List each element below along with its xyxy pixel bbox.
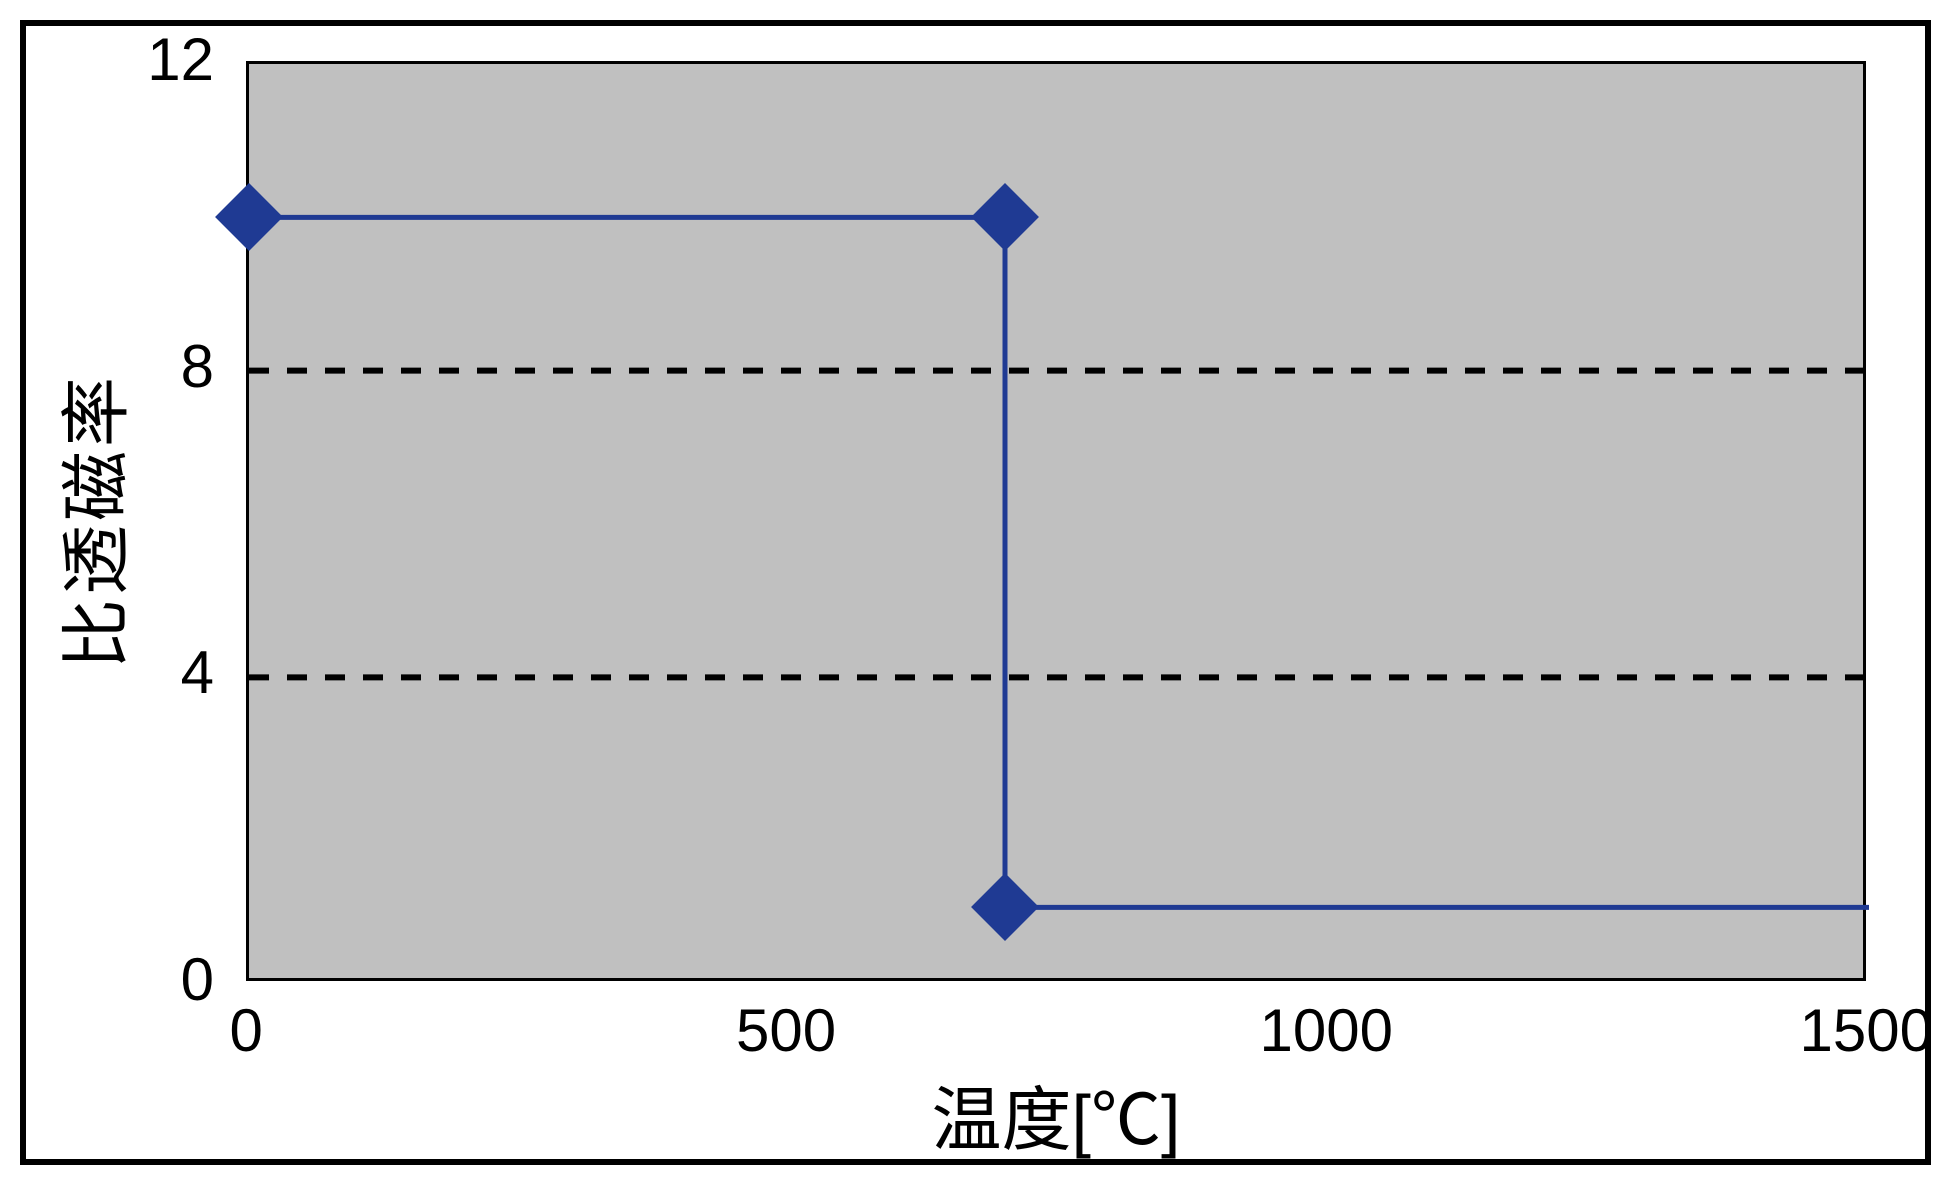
y-tick-label: 4	[181, 638, 214, 707]
x-tick-label: 500	[736, 996, 836, 1065]
plot-area	[246, 61, 1866, 981]
y-axis-label: 比透磁率	[41, 373, 142, 669]
plot-svg	[249, 64, 1869, 984]
x-tick-label: 1500	[1800, 996, 1933, 1065]
y-tick-label: 12	[147, 25, 214, 94]
y-tick-label: 8	[181, 332, 214, 401]
x-tick-label: 1000	[1260, 996, 1393, 1065]
x-tick-label: 0	[230, 996, 263, 1065]
y-tick-label: 0	[181, 945, 214, 1014]
chart-frame: 比透磁率 0 4 8 12 0 500 1000 1500 温度[℃]	[20, 20, 1931, 1165]
series-line	[249, 217, 1869, 907]
x-axis-label: 温度[℃]	[932, 1064, 1181, 1165]
